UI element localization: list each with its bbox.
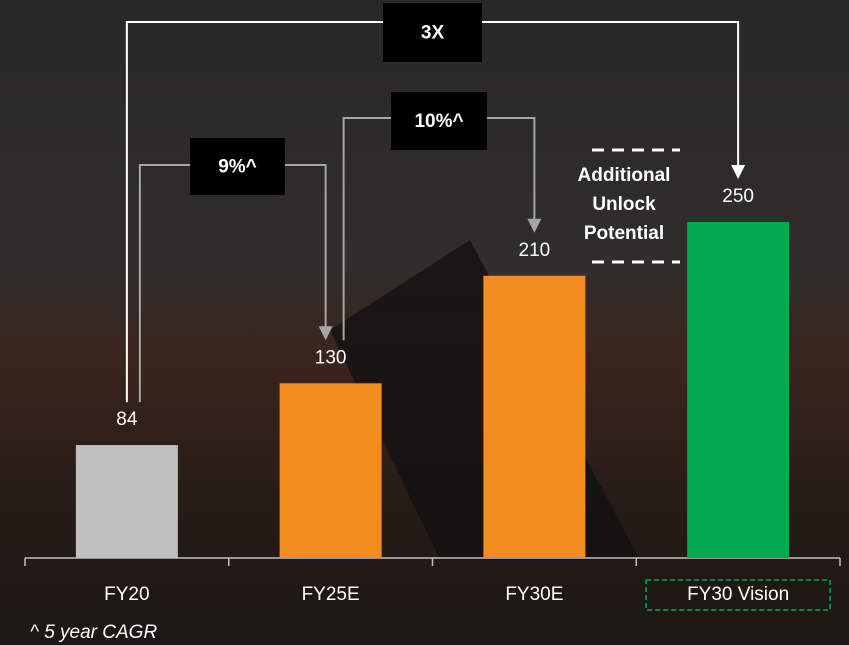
annotation-label: 10%^ — [414, 111, 463, 132]
bar — [687, 222, 789, 558]
unlock-label: Potential — [584, 223, 664, 244]
chart: ^ 5 year CAGR 84 FY20 130 FY25E 210 FY30E 250 F… — [0, 0, 849, 645]
footnote: ^ 5 year CAGR — [30, 622, 157, 643]
unlock-label: Additional — [578, 165, 671, 186]
x-tick-label: FY30E — [505, 584, 563, 605]
value-label: 84 — [116, 409, 138, 430]
x-tick-label: FY25E — [302, 584, 360, 605]
bar — [76, 445, 178, 558]
unlock-label: Unlock — [592, 194, 656, 215]
annotation-label: 9%^ — [218, 157, 257, 178]
x-tick-label: FY20 — [104, 584, 149, 605]
bar — [280, 383, 382, 558]
bar — [483, 276, 585, 558]
value-label: 250 — [722, 186, 754, 207]
page: {"chart_data": {"type": "bar", "categori… — [0, 0, 849, 645]
x-tick-label: FY30 Vision — [687, 584, 789, 605]
value-label: 130 — [315, 347, 347, 368]
value-label: 210 — [519, 240, 551, 261]
annotation-label: 3X — [421, 23, 445, 44]
